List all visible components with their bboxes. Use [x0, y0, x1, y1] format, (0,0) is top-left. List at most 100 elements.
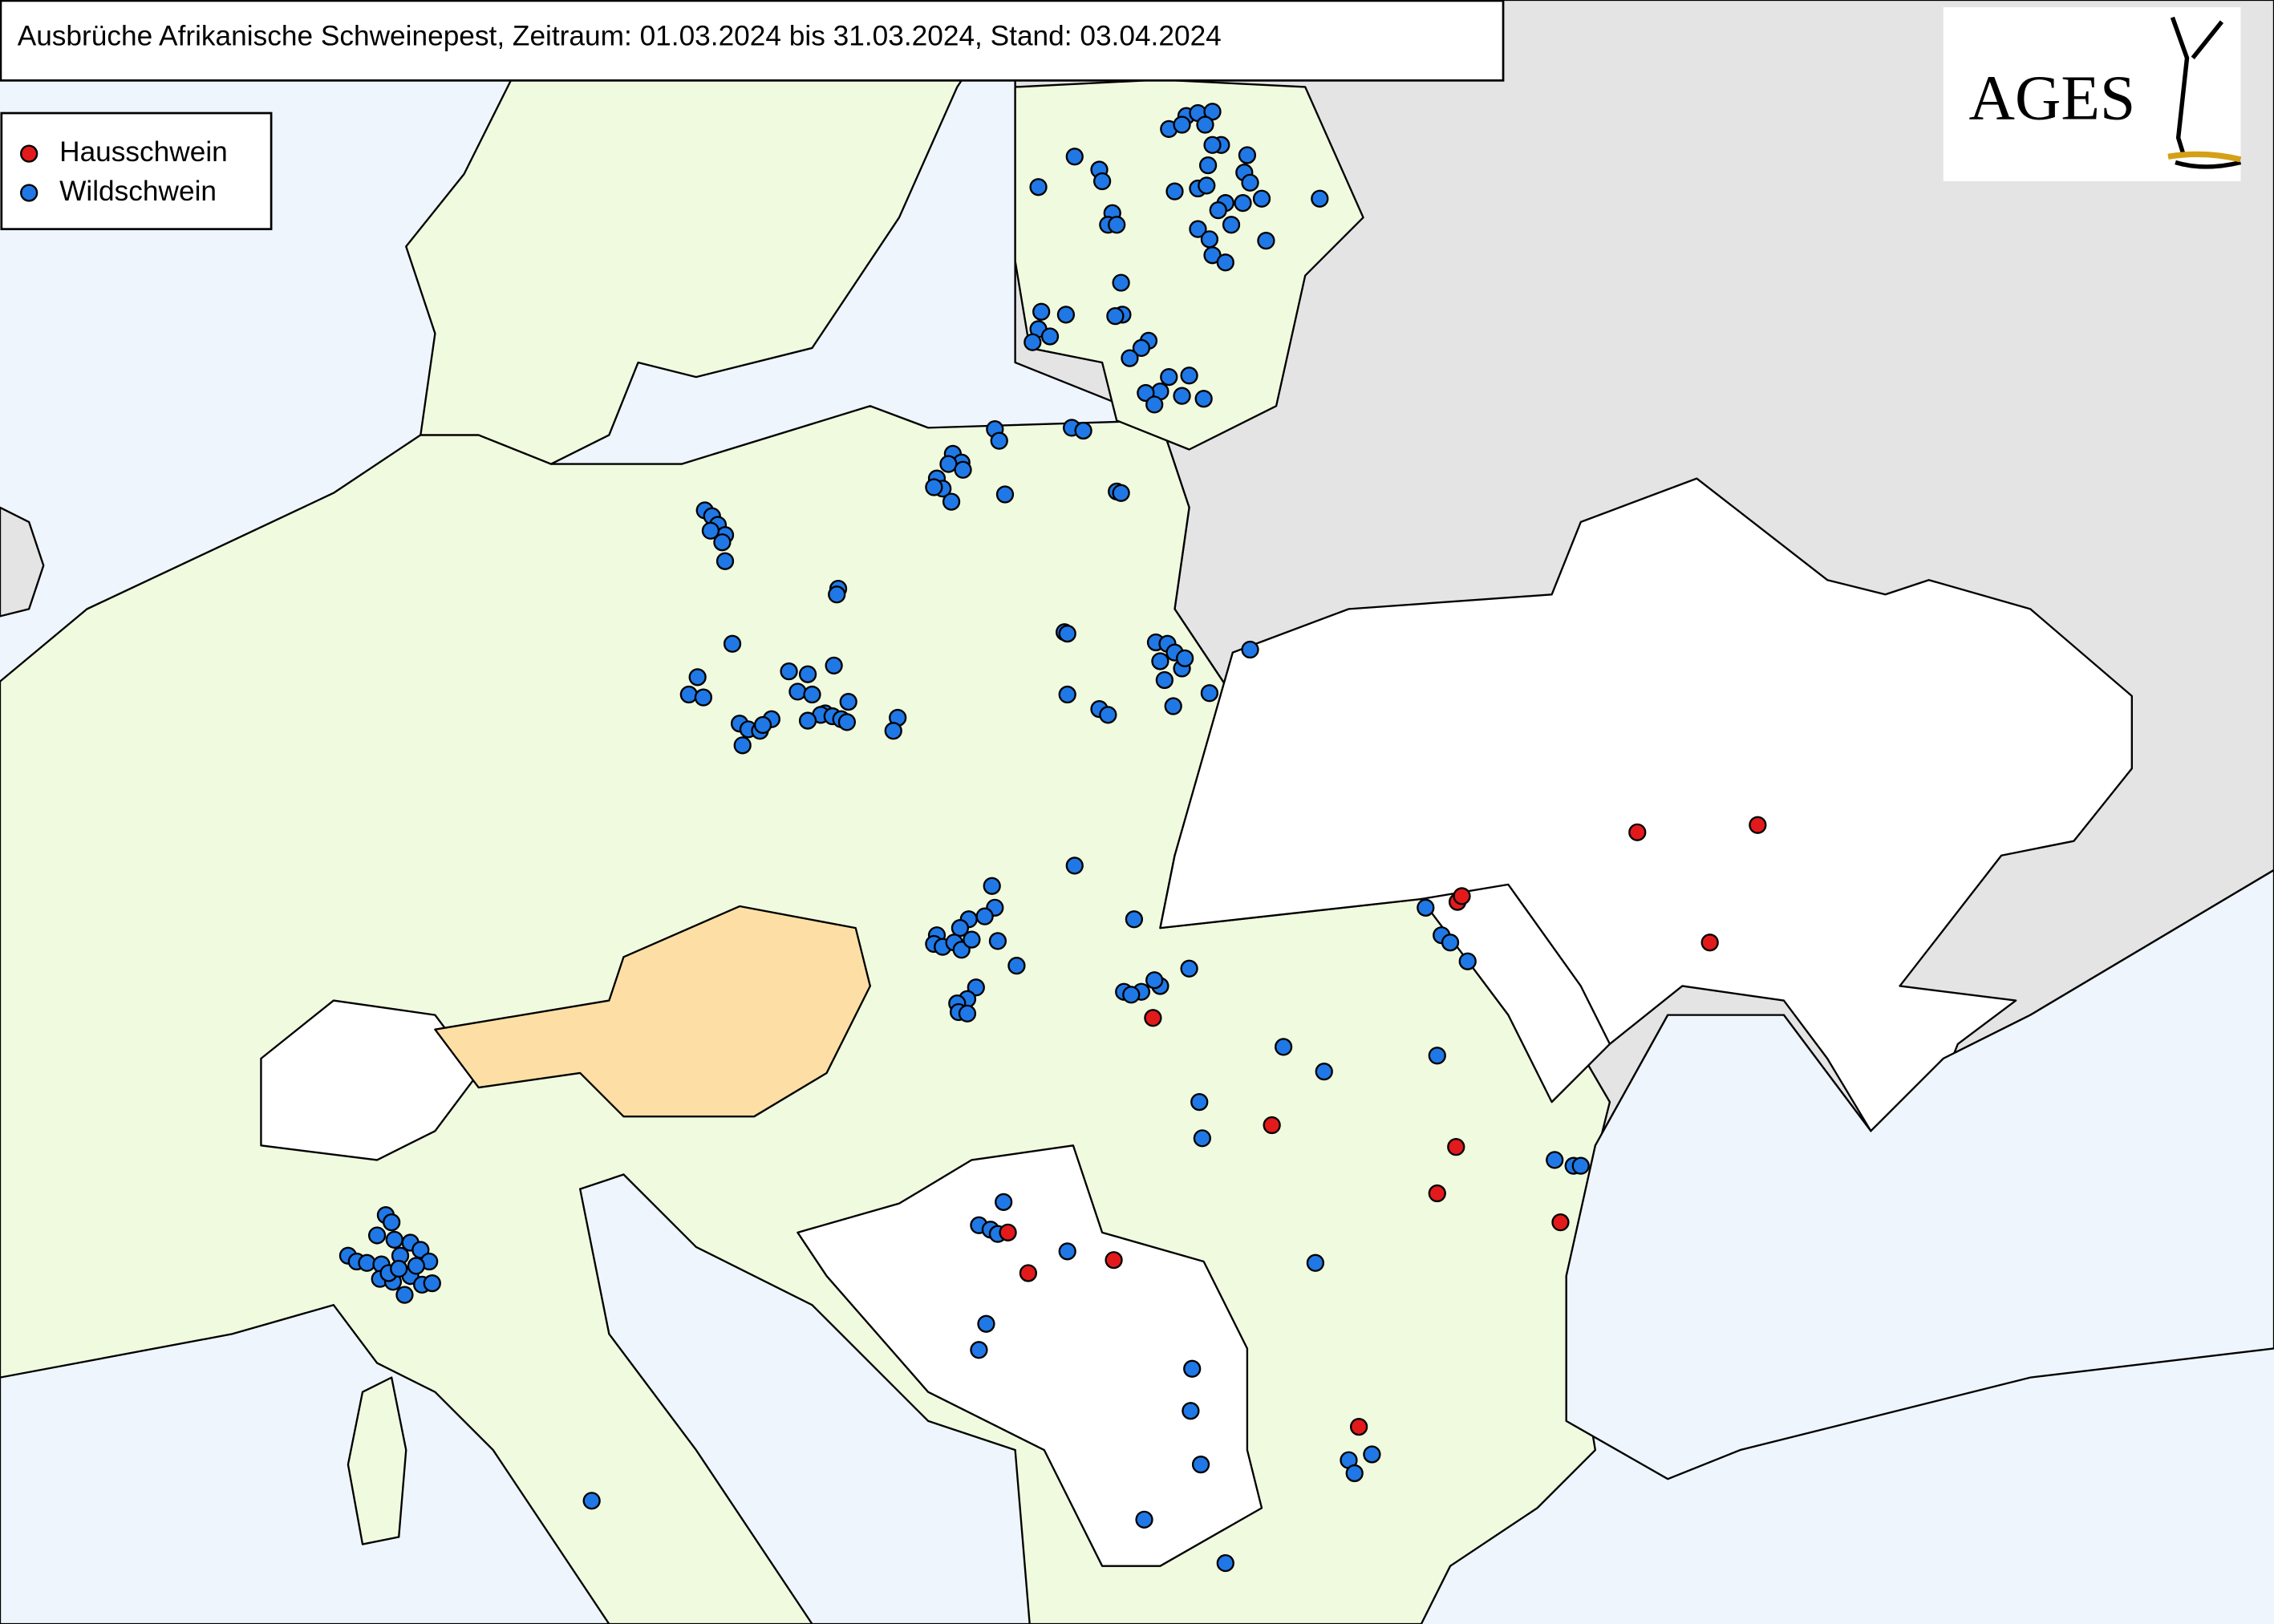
title-box: [0, 0, 1505, 82]
outbreak-dot: [1546, 1151, 1564, 1169]
outbreak-dot: [582, 1492, 601, 1510]
outbreak-dot: [1190, 1092, 1209, 1112]
outbreak-dot: [942, 492, 961, 511]
outbreak-dot: [977, 1314, 995, 1333]
outbreak-dot: [939, 455, 958, 473]
outbreak-dot: [970, 1341, 988, 1359]
outbreak-dot: [990, 431, 1008, 450]
outbreak-dot: [1019, 1264, 1038, 1282]
outbreak-dot: [1441, 933, 1460, 952]
outbreak-dot: [967, 978, 985, 997]
outbreak-dot: [828, 585, 846, 604]
outbreak-dot: [715, 552, 735, 570]
outbreak-dot: [1065, 148, 1084, 166]
outbreak-dot: [1447, 1138, 1465, 1156]
outbreak-dot: [780, 662, 798, 681]
outbreak-dot: [1145, 971, 1164, 990]
outbreak-dot: [1032, 302, 1051, 321]
outbreak-dot: [1628, 823, 1647, 841]
outbreak-dot: [1198, 156, 1218, 175]
outbreak-dot: [1428, 1047, 1446, 1065]
outbreak-dot: [798, 665, 817, 683]
outbreak-dot: [1122, 986, 1141, 1004]
legend-marker: [20, 184, 39, 202]
outbreak-dot: [1112, 273, 1130, 292]
outbreak-dot: [1074, 421, 1092, 440]
outbreak-dot: [995, 1193, 1013, 1211]
outbreak-dot: [1252, 189, 1271, 208]
outbreak-dot: [1203, 136, 1222, 154]
legend-box: [0, 111, 273, 231]
outbreak-dot: [1182, 1402, 1200, 1420]
outbreak-dot: [1263, 1116, 1281, 1135]
outbreak-dot: [1241, 173, 1259, 192]
outbreak-dot: [1029, 178, 1048, 196]
corsica-sardinia: [347, 1376, 407, 1545]
outbreak-dot: [1040, 327, 1060, 346]
outbreak-dot: [1315, 1063, 1333, 1081]
outbreak-dot: [1160, 367, 1178, 387]
outbreak-dot: [837, 713, 857, 731]
outbreak-dot: [958, 1004, 977, 1023]
outbreak-dot: [1363, 1445, 1381, 1464]
outbreak-dot: [1198, 176, 1216, 195]
outbreak-dot: [1099, 706, 1117, 724]
outbreak-dot: [1234, 194, 1252, 213]
austria: [434, 905, 871, 1118]
logo-swoosh: [2167, 151, 2242, 163]
outbreak-dot: [1571, 1156, 1590, 1175]
outbreak-dot: [1350, 1417, 1368, 1436]
outbreak-dot: [1155, 670, 1173, 690]
outbreak-dot: [975, 907, 994, 925]
outbreak-dot: [753, 715, 772, 735]
outbreak-dot: [679, 685, 698, 704]
outbreak-dot: [1058, 624, 1076, 643]
logo-figure: [2170, 16, 2242, 169]
outbreak-dot: [1108, 216, 1126, 234]
outbreak-dot: [1345, 1464, 1364, 1483]
moldova: [1420, 883, 1611, 1104]
outbreak-dot: [1056, 306, 1076, 324]
outbreak-dot: [1551, 1213, 1570, 1232]
outbreak-dot: [999, 1223, 1017, 1241]
outbreak-dot: [1092, 172, 1112, 191]
outbreak-dot: [1112, 484, 1130, 502]
outbreak-dot: [1274, 1038, 1293, 1056]
outbreak-dot: [925, 478, 943, 496]
outbreak-dot: [407, 1257, 426, 1275]
outbreak-dot: [988, 932, 1007, 950]
britain: [0, 506, 45, 618]
outbreak-dot: [798, 711, 817, 730]
outbreak-dot: [1200, 230, 1219, 249]
outbreak-dot: [1024, 333, 1042, 351]
outbreak-dot: [1173, 387, 1191, 405]
outbreak-dot: [1700, 933, 1719, 952]
outbreak-dot: [1196, 115, 1214, 134]
outbreak-dot: [694, 688, 713, 707]
outbreak-dot: [788, 682, 807, 701]
map-title: Ausbrüche Afrikanische Schweinepest, Zei…: [18, 20, 1222, 51]
outbreak-dot: [1183, 1359, 1202, 1378]
legend-label: Wildschwein: [59, 176, 217, 207]
outbreak-layer: [338, 103, 1767, 1573]
outbreak-dot: [1132, 338, 1151, 358]
outbreak-dot: [1065, 857, 1084, 875]
outbreak-dot: [1176, 649, 1194, 667]
outbreak-dot: [1749, 816, 1767, 834]
outbreak-dot: [1306, 1253, 1325, 1272]
outbreak-dot: [1241, 640, 1259, 659]
black-sea: [1565, 869, 2274, 1480]
adriatic-sea: [578, 1173, 1031, 1624]
outbreak-dot: [1216, 253, 1234, 272]
outbreak-dot: [1238, 146, 1257, 164]
outbreak-dot: [1151, 652, 1169, 670]
western-balkans: [797, 1144, 1263, 1567]
outbreak-dot: [1458, 952, 1477, 970]
outbreak-dot: [395, 1286, 414, 1304]
outbreak-dot: [1145, 395, 1164, 414]
outbreak-dot: [1191, 1455, 1210, 1474]
outbreak-dot: [423, 1274, 441, 1293]
outbreak-dot: [733, 736, 752, 755]
